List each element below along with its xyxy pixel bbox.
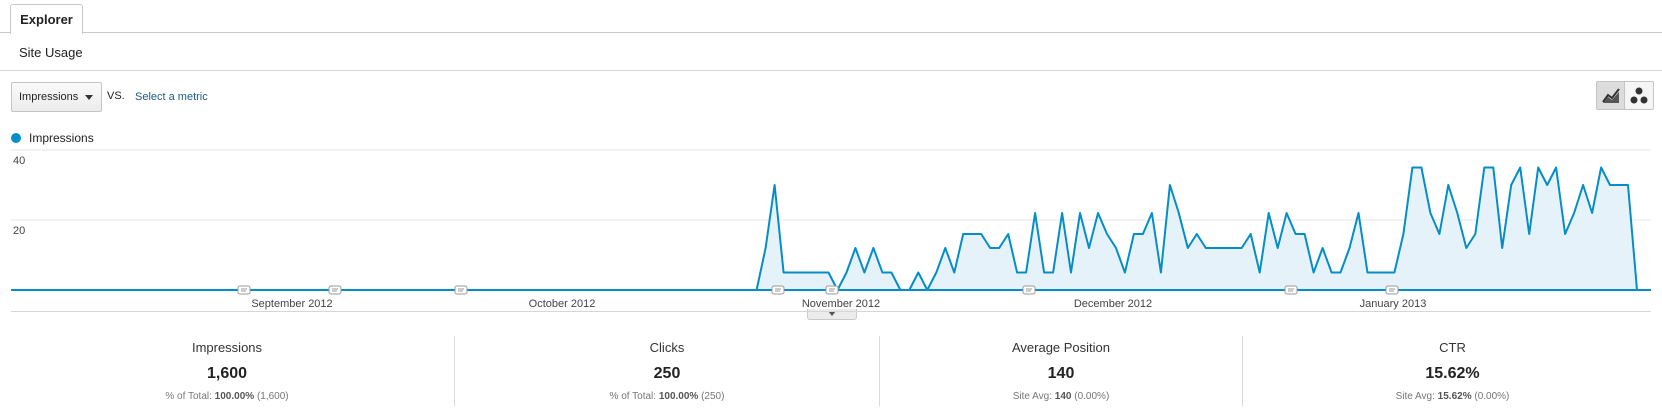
annotation-marker xyxy=(825,285,839,295)
scorecard-sub: Site Avg: 140 (0.00%) xyxy=(1012,391,1110,402)
annotation-marker xyxy=(1385,285,1399,295)
scorecard-value: 250 xyxy=(653,365,681,382)
tab-bar: Explorer xyxy=(0,0,1662,34)
scorecards: Impressions 1,600 % of Total: 100.00% (1… xyxy=(0,336,1662,406)
scorecard-ctr[interactable]: CTR 15.62% Site Avg: 15.62% (0.00%) xyxy=(1242,336,1662,406)
chart-divider xyxy=(11,311,1651,312)
metric-select-value: Impressions xyxy=(19,91,79,103)
scorecard-impressions[interactable]: Impressions 1,600 % of Total: 100.00% (1… xyxy=(0,336,454,406)
chevron-down-icon xyxy=(828,311,836,316)
subtab-bar: Site Usage xyxy=(0,33,1662,71)
chevron-down-icon xyxy=(85,95,93,100)
legend-series-dot xyxy=(11,133,21,143)
legend-series-label: Impressions xyxy=(29,131,94,145)
annotation-marker xyxy=(328,285,342,295)
vs-label: VS. xyxy=(107,90,125,102)
scorecard-label: CTR xyxy=(1439,340,1466,355)
y-tick-label: 20 xyxy=(13,225,25,237)
scorecard-sub: % of Total: 100.00% (250) xyxy=(609,391,725,402)
series-line xyxy=(11,166,1638,291)
scorecard-sub: Site Avg: 15.62% (0.00%) xyxy=(1395,391,1510,402)
metric-select[interactable]: Impressions xyxy=(11,82,102,112)
line-chart-icon xyxy=(1602,88,1620,103)
x-month-label: September 2012 xyxy=(251,298,332,310)
line-chart-view-button[interactable] xyxy=(1597,82,1625,109)
impressions-line-chart: 40 20 September 2012 October 2012 November 2… xyxy=(11,149,1651,310)
chart-legend: Impressions xyxy=(11,131,94,145)
annotation-marker xyxy=(237,285,251,295)
scorecard-average-position[interactable]: Average Position 140 Site Avg: 140 (0.00… xyxy=(879,336,1242,406)
annotation-marker xyxy=(1022,285,1036,295)
chart-view-toggle xyxy=(1596,81,1654,110)
scorecard-label: Clicks xyxy=(649,340,685,355)
y-tick-label: 40 xyxy=(13,155,25,167)
series-area xyxy=(11,167,1637,290)
scorecard-value: 1,600 xyxy=(206,365,248,382)
scorecard-value: 15.62% xyxy=(1425,365,1480,382)
scorecard-sub: % of Total: 100.00% (1,600) xyxy=(165,391,289,402)
motion-chart-icon xyxy=(1630,87,1648,104)
select-metric-link[interactable]: Select a metric xyxy=(135,91,208,103)
scorecard-value: 140 xyxy=(1047,365,1075,382)
subtab-site-usage[interactable]: Site Usage xyxy=(19,45,83,60)
scorecard-label: Average Position xyxy=(1011,340,1111,355)
tab-explorer[interactable]: Explorer xyxy=(10,4,83,34)
annotation-marker xyxy=(771,285,785,295)
scorecard-label: Impressions xyxy=(191,340,263,355)
annotation-marker xyxy=(1284,285,1298,295)
annotation-marker xyxy=(454,285,468,295)
x-month-label: November 2012 xyxy=(802,298,880,310)
x-month-label: December 2012 xyxy=(1074,298,1152,310)
motion-chart-view-button[interactable] xyxy=(1625,82,1653,109)
scorecard-clicks[interactable]: Clicks 250 % of Total: 100.00% (250) xyxy=(454,336,879,406)
x-month-label: October 2012 xyxy=(529,298,596,310)
chart-collapse-handle[interactable] xyxy=(807,309,857,320)
x-month-label: January 2013 xyxy=(1360,298,1427,310)
